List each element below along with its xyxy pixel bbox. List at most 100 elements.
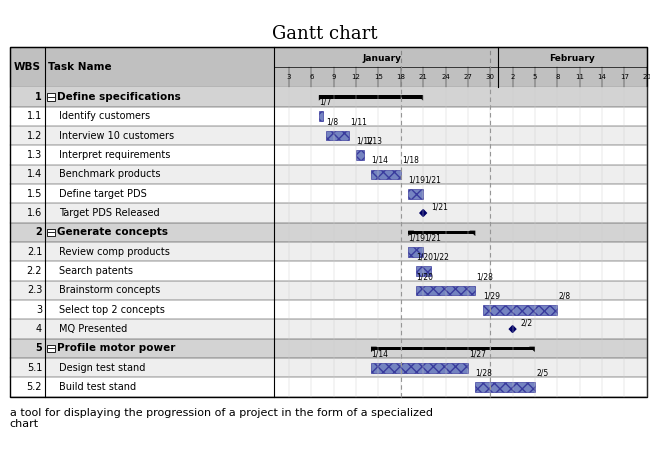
Text: 2: 2: [510, 74, 515, 80]
Text: Select top 2 concepts: Select top 2 concepts: [59, 305, 165, 315]
Text: 1/20: 1/20: [416, 272, 433, 281]
Text: Gantt chart: Gantt chart: [272, 24, 378, 43]
Text: 2.2: 2.2: [27, 266, 42, 276]
Text: MQ Presented: MQ Presented: [59, 324, 127, 334]
Bar: [10, 242, 647, 261]
Text: Define target PDS: Define target PDS: [59, 189, 147, 199]
Text: 1/14: 1/14: [371, 349, 388, 358]
Bar: [10, 377, 647, 397]
Text: Build test stand: Build test stand: [59, 382, 136, 392]
Text: 2/8: 2/8: [558, 291, 571, 300]
Text: 9: 9: [332, 74, 336, 80]
Text: Review comp products: Review comp products: [59, 247, 170, 257]
Text: 2.3: 2.3: [27, 285, 42, 295]
Text: 4: 4: [36, 324, 42, 334]
Text: 1/12: 1/12: [356, 137, 373, 146]
Text: 1/22: 1/22: [432, 253, 448, 262]
Bar: [10, 47, 647, 87]
Bar: [371, 363, 468, 372]
Bar: [371, 347, 535, 350]
Text: 20: 20: [642, 74, 650, 80]
Bar: [10, 281, 647, 300]
Bar: [408, 247, 423, 256]
Text: Design test stand: Design test stand: [59, 363, 146, 373]
Text: 12: 12: [352, 74, 361, 80]
Text: 6: 6: [309, 74, 313, 80]
Bar: [10, 358, 647, 377]
Text: 1/14: 1/14: [371, 156, 388, 165]
Bar: [408, 189, 423, 198]
Text: 1.4: 1.4: [27, 169, 42, 179]
Text: 1/21: 1/21: [424, 175, 441, 184]
Text: February: February: [549, 54, 595, 63]
Text: a tool for displaying the progression of a project in the form of a specialized
: a tool for displaying the progression of…: [10, 408, 433, 429]
Polygon shape: [371, 347, 377, 352]
Polygon shape: [469, 231, 475, 236]
Text: 1.2: 1.2: [27, 130, 42, 140]
Text: 5: 5: [533, 74, 537, 80]
Text: Target PDS Released: Target PDS Released: [59, 208, 160, 218]
Text: 5.1: 5.1: [27, 363, 42, 373]
Bar: [10, 300, 647, 319]
Bar: [10, 145, 647, 165]
Text: 8: 8: [555, 74, 560, 80]
Bar: [10, 184, 647, 203]
Text: 30: 30: [486, 74, 495, 80]
Text: Profile motor power: Profile motor power: [57, 343, 176, 353]
Bar: [318, 95, 423, 99]
Bar: [10, 223, 647, 242]
Text: 17: 17: [620, 74, 629, 80]
Text: 21: 21: [419, 74, 428, 80]
Text: 3: 3: [287, 74, 291, 80]
Polygon shape: [510, 326, 516, 333]
Bar: [10, 203, 647, 223]
Text: 1.5: 1.5: [27, 189, 42, 199]
Text: 2.1: 2.1: [27, 247, 42, 257]
Polygon shape: [417, 95, 423, 101]
Text: 1.3: 1.3: [27, 150, 42, 160]
Text: 3: 3: [36, 305, 42, 315]
Text: Brainstorm concepts: Brainstorm concepts: [59, 285, 161, 295]
Bar: [10, 165, 647, 184]
Text: January: January: [363, 54, 402, 63]
Bar: [356, 150, 363, 160]
Bar: [326, 131, 348, 140]
Bar: [416, 285, 475, 295]
Bar: [47, 93, 55, 101]
Text: 1/27: 1/27: [469, 349, 486, 358]
Text: WBS: WBS: [14, 62, 41, 72]
Bar: [47, 229, 55, 236]
Text: 11: 11: [575, 74, 584, 80]
Text: 1/18: 1/18: [402, 156, 419, 165]
Text: 1/7: 1/7: [318, 98, 331, 107]
Text: 5.2: 5.2: [27, 382, 42, 392]
Text: 1/11: 1/11: [350, 117, 367, 126]
Polygon shape: [408, 231, 414, 236]
Polygon shape: [318, 95, 324, 101]
Text: Identify customers: Identify customers: [59, 111, 150, 121]
Text: 14: 14: [597, 74, 606, 80]
Text: 1.6: 1.6: [27, 208, 42, 218]
Bar: [408, 231, 475, 234]
Text: 1/29: 1/29: [483, 291, 500, 300]
Bar: [10, 106, 647, 126]
Polygon shape: [420, 210, 426, 217]
Text: 5: 5: [36, 343, 42, 353]
Text: Interview 10 customers: Interview 10 customers: [59, 130, 174, 140]
Text: Search patents: Search patents: [59, 266, 133, 276]
Bar: [47, 345, 55, 352]
Text: Interpret requirements: Interpret requirements: [59, 150, 170, 160]
Text: Task Name: Task Name: [48, 62, 112, 72]
Text: Generate concepts: Generate concepts: [57, 227, 168, 237]
Bar: [10, 339, 647, 358]
Bar: [10, 126, 647, 145]
Text: 15: 15: [374, 74, 383, 80]
Polygon shape: [529, 347, 535, 352]
Bar: [318, 111, 323, 121]
Text: 1: 1: [36, 92, 42, 102]
Bar: [483, 305, 557, 314]
Text: 24: 24: [441, 74, 450, 80]
Text: 27: 27: [463, 74, 473, 80]
Text: 1/21: 1/21: [431, 202, 448, 211]
Bar: [416, 266, 430, 276]
